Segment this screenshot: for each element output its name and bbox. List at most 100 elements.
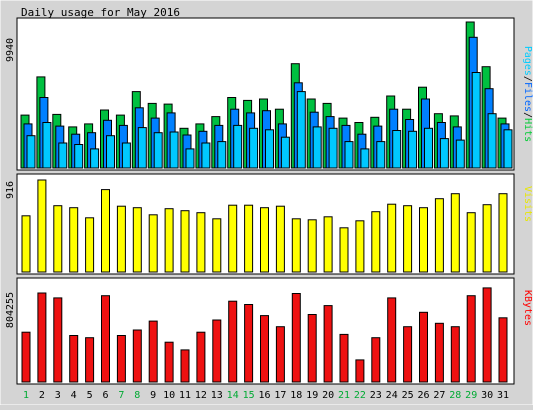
x-tick-label: 11 [179,390,191,401]
kbytes-bar [371,337,381,383]
hits-legend: Pages/Files/Hits [522,46,533,142]
visits-bar [371,211,381,273]
x-tick-label: 8 [134,390,140,401]
x-tick-label: 14 [227,390,239,401]
visits-bar [260,207,269,273]
kbytes-max-label: 804255 [5,292,16,328]
pages-bar [153,132,163,169]
kbytes-bar [482,287,492,383]
visits-bar [180,210,190,273]
x-tick-label: 22 [354,390,366,401]
hits-bars [20,21,513,169]
x-tick-label: 23 [370,390,382,401]
x-tick-label: 15 [243,390,255,401]
x-tick-label: 7 [118,390,124,401]
visits-bar [387,203,397,273]
visits-bar [101,189,110,273]
visits-bar [355,220,365,273]
pages-bar [328,127,338,169]
x-tick-label: 9 [150,390,156,401]
kbytes-bar [291,293,301,383]
chart-title: Daily usage for May 2016 [21,6,180,19]
kbytes-bars [21,287,508,383]
legend-separator-1: / [522,76,533,82]
visits-bar [244,204,254,273]
pages-bar [392,130,402,169]
x-tick-label: 12 [195,390,207,401]
legend-hits: Hits [522,118,533,142]
visits-bar [164,208,174,273]
kbytes-bar [307,314,317,383]
pages-bar [455,139,465,169]
visits-bar [419,207,428,273]
pages-bar [217,141,227,169]
kbytes-bar [323,305,333,383]
pages-bar [280,136,290,169]
pages-bar [424,127,433,169]
x-tick-label: 6 [102,390,108,401]
visits-bar [307,219,317,273]
visits-bar [196,212,206,273]
pages-bar [296,91,306,169]
kbytes-bar [101,295,110,383]
kbytes-bar [53,297,63,383]
x-tick-label: 2 [39,390,45,401]
kbytes-bar [355,359,365,383]
kbytes-bar [212,319,222,383]
pages-bar [344,141,354,169]
x-axis-day-labels: 1 2 3 4 5 6 7 8 9 10 11 12 13 14 15 16 17 18 19 20 21 22 23 24 2… [23,390,509,401]
pages-bar [74,144,84,169]
kbytes-panel: 804255 KBytes [5,277,533,385]
kbytes-bar [275,326,285,383]
visits-bar [323,216,333,273]
x-tick-label: 30 [481,390,493,401]
kbytes-bar [21,331,31,383]
legend-visits: Visits [522,186,533,222]
kbytes-bar [180,349,190,383]
x-tick-label: 27 [433,390,445,401]
visits-bars [21,179,508,273]
visits-bar [466,212,476,273]
legend-kbytes: KBytes [522,290,533,326]
kbytes-bar [69,335,79,383]
pages-bar [26,135,36,169]
pages-bar [42,122,52,169]
visits-bar [37,179,47,273]
pages-bar [312,126,322,169]
visits-bar [116,205,126,273]
legend-pages: Pages [522,46,533,76]
kbytes-bar [37,292,47,383]
kbytes-bar [450,326,460,383]
pages-bar [360,148,370,169]
pages-bar [376,141,386,169]
kbytes-bar [434,322,444,383]
pages-bar [503,129,513,169]
visits-bar [132,207,142,273]
x-tick-label: 5 [87,390,93,401]
x-tick-label: 10 [163,390,175,401]
pages-bar [201,142,211,169]
hits-panel: 9940 Pages/Files/Hits [5,17,533,171]
visits-max-label: 916 [5,181,16,199]
kbytes-bar [148,320,158,383]
pages-bar [265,129,274,169]
x-tick-label: 17 [274,390,286,401]
x-tick-label: 1 [23,390,29,401]
x-tick-label: 28 [449,390,461,401]
visits-bar [69,207,79,273]
visits-bar [148,214,158,273]
kbytes-bar [196,331,206,383]
pages-bar [439,138,449,169]
pages-bar [185,148,195,169]
pages-bar [106,135,115,169]
pages-bar [169,131,179,169]
visits-bar [275,205,285,273]
visits-bar [212,218,222,273]
kbytes-bar [260,315,269,383]
pages-bar [90,148,100,169]
x-tick-label: 16 [258,390,270,401]
pages-bar [408,130,418,169]
visits-bar [53,205,63,273]
pages-bar [233,124,243,169]
